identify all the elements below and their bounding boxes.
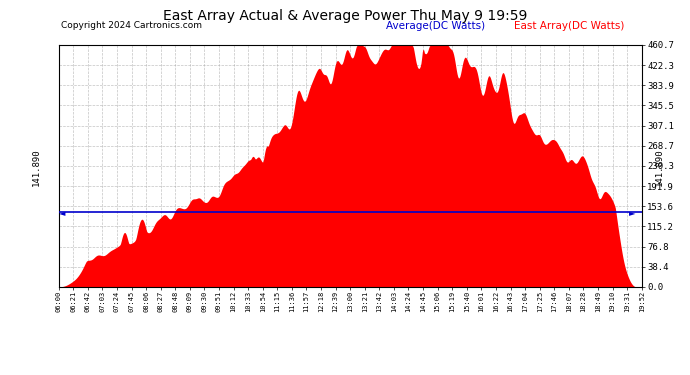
Text: Average(DC Watts): Average(DC Watts)	[386, 21, 486, 31]
Text: Copyright 2024 Cartronics.com: Copyright 2024 Cartronics.com	[61, 21, 201, 30]
Text: 141.890: 141.890	[31, 148, 41, 186]
Text: ◄: ◄	[59, 208, 66, 217]
Text: 141.890: 141.890	[654, 148, 664, 186]
Text: ►: ►	[629, 208, 635, 217]
Text: East Array(DC Watts): East Array(DC Watts)	[514, 21, 624, 31]
Text: East Array Actual & Average Power Thu May 9 19:59: East Array Actual & Average Power Thu Ma…	[163, 9, 527, 23]
